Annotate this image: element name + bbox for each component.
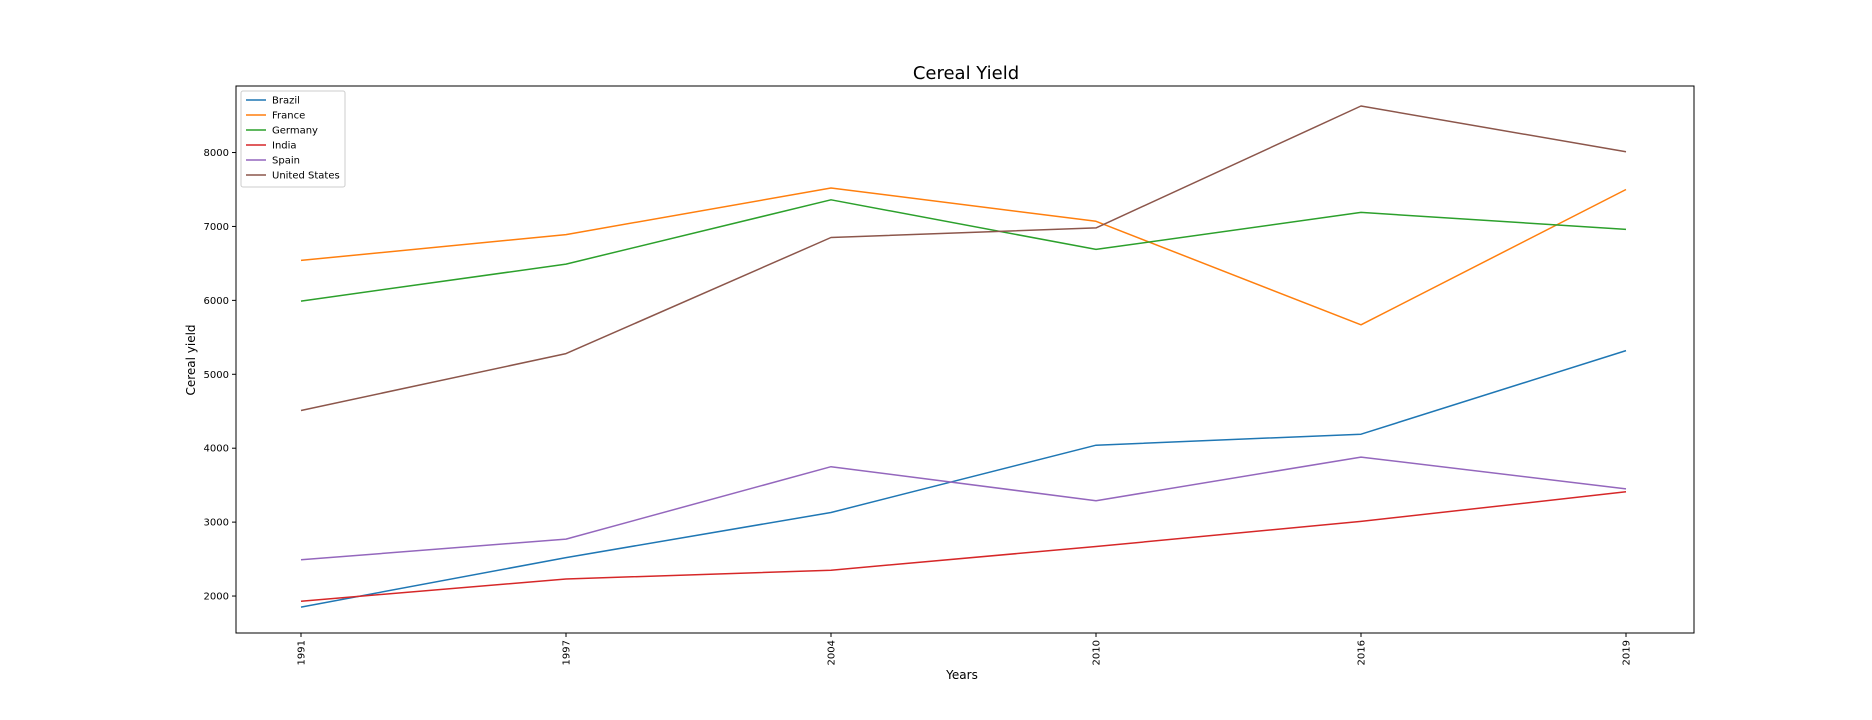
series-line-france bbox=[300, 187, 1627, 326]
x-tick-label: 2016 bbox=[1357, 640, 1368, 665]
legend-label-brazil: Brazil bbox=[272, 96, 300, 107]
series-line-united-states bbox=[300, 105, 1627, 412]
legend-label-germany: Germany bbox=[272, 126, 318, 137]
series-line-spain bbox=[300, 456, 1627, 561]
y-tick-label: 8000 bbox=[204, 148, 229, 159]
x-tick-label: 2019 bbox=[1622, 640, 1633, 665]
legend-label-united-states: United States bbox=[272, 171, 340, 182]
legend-label-spain: Spain bbox=[272, 156, 300, 167]
y-axis-label: Cereal yield bbox=[184, 324, 198, 395]
y-tick-label: 2000 bbox=[204, 592, 229, 603]
series-line-brazil bbox=[300, 349, 1627, 608]
legend-label-france: France bbox=[272, 111, 305, 122]
x-tick-label: 1997 bbox=[562, 640, 573, 665]
y-tick-label: 3000 bbox=[204, 518, 229, 529]
y-tick-label: 7000 bbox=[204, 222, 229, 233]
x-tick-label: 2010 bbox=[1092, 640, 1103, 665]
x-axis-label: Years bbox=[945, 668, 978, 682]
y-tick-label: 5000 bbox=[204, 370, 229, 381]
series-line-india bbox=[300, 491, 1627, 602]
series-line-germany bbox=[300, 199, 1627, 302]
x-tick-label: 2004 bbox=[827, 640, 838, 665]
chart-title: Cereal Yield bbox=[913, 63, 1019, 84]
x-tick-label: 1991 bbox=[297, 640, 308, 665]
y-tick-label: 6000 bbox=[204, 296, 229, 307]
y-tick-label: 4000 bbox=[204, 444, 229, 455]
plot-frame bbox=[235, 85, 1695, 634]
legend-label-india: India bbox=[272, 141, 297, 152]
legend-box bbox=[240, 90, 346, 188]
